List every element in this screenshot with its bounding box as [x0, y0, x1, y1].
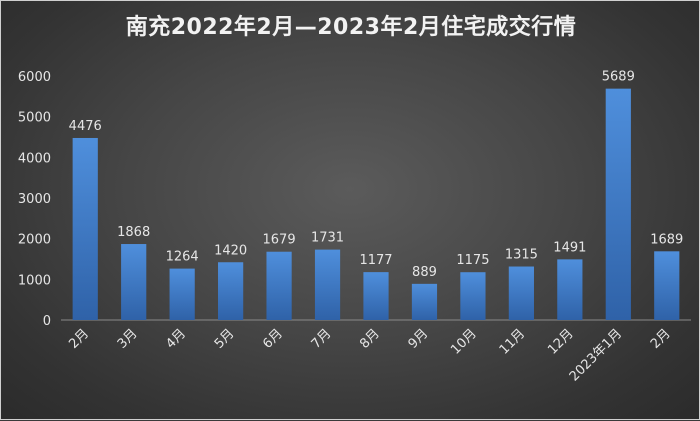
data-label: 4476 [69, 119, 102, 134]
data-label: 1315 [505, 248, 538, 263]
y-tick-label: 4000 [18, 151, 51, 166]
y-axis: 0 1000 2000 3000 4000 5000 6000 [18, 70, 51, 329]
x-tick-label: 8月 [357, 326, 383, 352]
x-tick-label: 2月 [648, 326, 674, 352]
bar [363, 272, 389, 320]
bar [411, 283, 438, 320]
data-label: 889 [412, 265, 437, 280]
bar [72, 137, 98, 320]
chart-title: 南充2022年2月—2023年2月住宅成交行情 [125, 15, 577, 40]
data-label: 1689 [650, 232, 683, 247]
bar [460, 272, 486, 320]
bars [72, 88, 680, 320]
bar [654, 251, 680, 320]
x-tick-label: 9月 [406, 326, 432, 352]
x-tick-label: 3月 [115, 326, 141, 352]
data-label: 1177 [359, 253, 392, 268]
x-tick-label: 2月 [66, 326, 92, 352]
data-label: 1420 [214, 243, 247, 258]
bar [121, 244, 147, 320]
data-label: 1868 [117, 225, 150, 240]
y-tick-label: 6000 [18, 70, 51, 85]
bar [605, 88, 631, 320]
data-label: 1491 [553, 240, 586, 255]
bar [557, 259, 583, 320]
bar [266, 251, 292, 320]
data-labels: 4476 1868 1264 1420 1679 1731 1177 889 1175 1315 1… [69, 70, 684, 280]
y-tick-label: 0 [43, 314, 51, 329]
bar [218, 262, 244, 320]
bar [169, 268, 195, 320]
x-tick-label: 11月 [497, 326, 528, 357]
x-tick-label: 2023年1月 [567, 326, 625, 384]
data-label: 1731 [311, 231, 344, 246]
x-tick-label: 10月 [448, 326, 479, 357]
x-tick-label: 12月 [545, 326, 576, 357]
bar [508, 266, 534, 320]
data-label: 5689 [602, 70, 635, 85]
y-tick-label: 1000 [18, 273, 51, 288]
data-label: 1264 [166, 250, 199, 265]
x-tick-label: 4月 [163, 326, 189, 352]
x-tick-label: 5月 [212, 326, 238, 352]
x-tick-label: 6月 [260, 326, 286, 352]
bar [314, 249, 341, 320]
y-tick-label: 2000 [18, 233, 51, 248]
y-tick-label: 5000 [18, 111, 51, 126]
x-tick-label: 7月 [309, 326, 335, 352]
data-label: 1175 [456, 253, 489, 268]
y-tick-label: 3000 [18, 192, 51, 207]
data-label: 1679 [263, 233, 296, 248]
